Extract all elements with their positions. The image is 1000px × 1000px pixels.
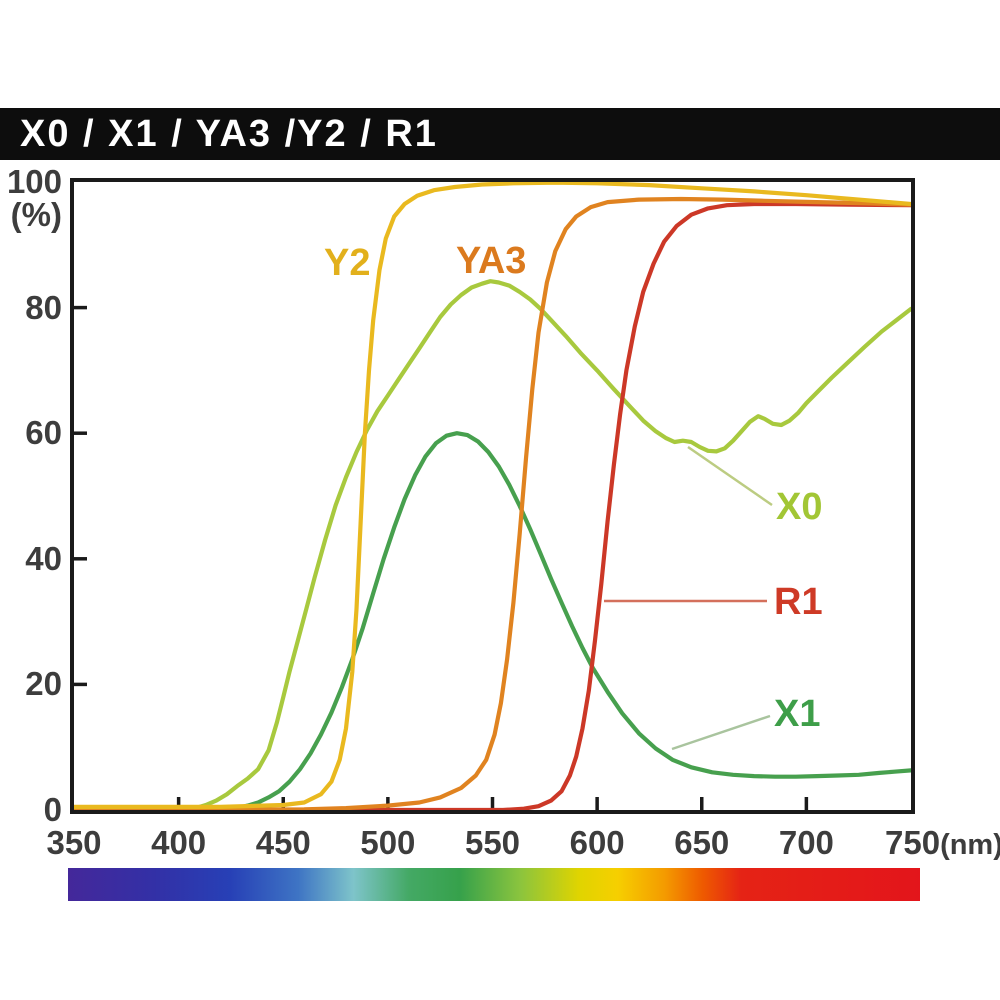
curve-label-x1: X1: [774, 693, 821, 735]
x-tick-label-600: 600: [569, 824, 625, 861]
x-tick-label-750: 750(nm): [885, 826, 1000, 862]
curve-x1: [74, 431, 911, 810]
leader-line-x0: [687, 445, 773, 507]
curve-y2: [74, 182, 911, 809]
x-tick-label-400: 400: [151, 824, 207, 861]
curve-label-y2: Y2: [324, 242, 371, 284]
curve-label-x0: X0: [776, 486, 823, 528]
curve-label-ya3: YA3: [456, 240, 527, 282]
x-tick-label-550: 550: [464, 824, 521, 861]
y-axis-unit-label: (%): [10, 196, 62, 233]
y-tick-label-40: 40: [25, 539, 62, 577]
x-tick-label-650: 650: [674, 824, 730, 861]
x-axis-unit-label: (nm): [940, 829, 1000, 861]
curve-label-r1: R1: [774, 581, 823, 623]
y-tick-label-0: 0: [43, 791, 62, 828]
leader-line-x1: [671, 714, 771, 751]
y-tick-label-20: 20: [25, 665, 62, 703]
y-tick-label-100: 100: [6, 163, 62, 200]
x-tick-label-350: 350: [46, 824, 102, 861]
y-tick-label-60: 60: [25, 414, 62, 452]
x-tick-label-700: 700: [778, 824, 834, 861]
spectral-transmission-chart: [74, 182, 911, 810]
chart-title: X0 / X1 / YA3 /Y2 / R1: [20, 112, 438, 155]
curve-ya3: [74, 196, 911, 810]
curve-r1: [74, 201, 911, 810]
y-tick-label-80: 80: [25, 288, 62, 326]
chart-title-bar: X0 / X1 / YA3 /Y2 / R1: [0, 108, 1000, 160]
plot-area: [70, 178, 915, 814]
x-tick-label-500: 500: [360, 824, 416, 861]
visible-spectrum-gradient-bar: [68, 868, 920, 901]
curve-x0: [74, 279, 911, 810]
x-tick-label-450: 450: [255, 824, 311, 861]
